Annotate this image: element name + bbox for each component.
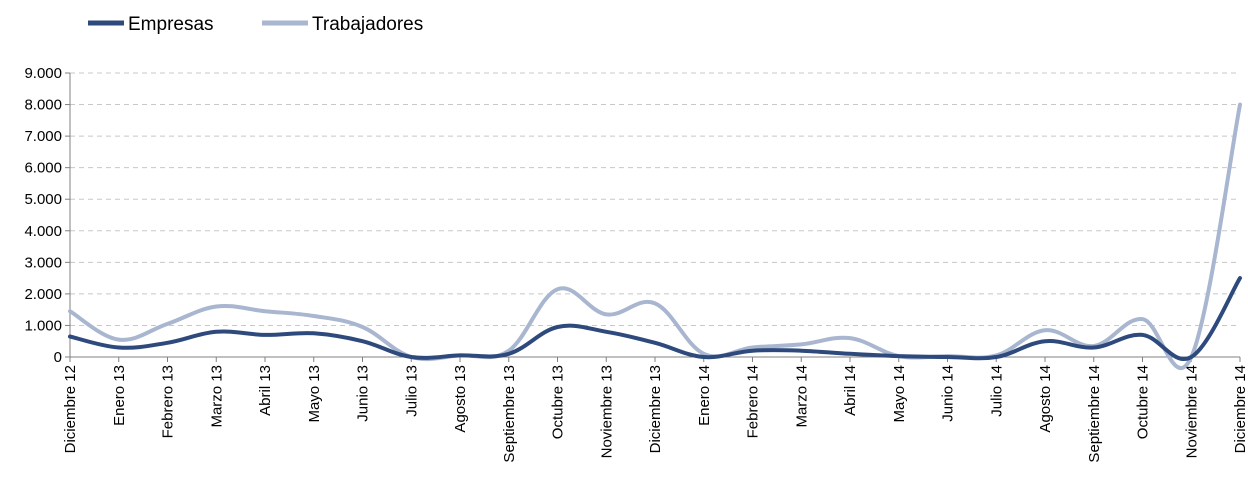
data-point-empresas bbox=[312, 331, 316, 335]
data-point-empresas bbox=[1141, 333, 1145, 337]
data-point-trabajadores bbox=[214, 305, 218, 309]
y-tick-label: 9.000 bbox=[24, 65, 62, 82]
data-point-trabajadores bbox=[312, 314, 316, 318]
data-point-trabajadores bbox=[604, 312, 608, 316]
x-tick-label: Noviembre 13 bbox=[598, 365, 615, 458]
x-tick-label: Abril 14 bbox=[842, 365, 859, 416]
y-tick-label: 5.000 bbox=[24, 191, 62, 208]
data-point-empresas bbox=[214, 330, 218, 334]
x-tick-label: Noviembre 14 bbox=[1183, 365, 1200, 458]
data-point-empresas bbox=[897, 354, 901, 358]
data-point-trabajadores bbox=[117, 338, 121, 342]
x-tick-label: Octubre 13 bbox=[550, 365, 567, 439]
series-line-empresas bbox=[68, 276, 1242, 361]
x-tick-label: Octubre 14 bbox=[1135, 365, 1152, 439]
data-point-trabajadores bbox=[361, 325, 365, 329]
data-point-empresas bbox=[604, 330, 608, 334]
data-point-empresas bbox=[1043, 339, 1047, 343]
x-tick-label: Diciembre 13 bbox=[647, 365, 664, 453]
y-tick-label: 0 bbox=[54, 349, 62, 366]
series-lines bbox=[68, 102, 1242, 370]
data-point-empresas bbox=[507, 352, 511, 356]
data-point-empresas bbox=[166, 341, 170, 345]
legend: Empresas Trabajadores bbox=[88, 14, 423, 35]
x-tick-label: Mayo 13 bbox=[306, 365, 323, 423]
data-point-trabajadores bbox=[1141, 317, 1145, 321]
data-point-empresas bbox=[848, 352, 852, 356]
data-point-empresas bbox=[702, 355, 706, 359]
x-tick-label: Agosto 13 bbox=[452, 365, 469, 433]
data-point-empresas bbox=[946, 355, 950, 359]
x-tick-label: Febrero 13 bbox=[160, 365, 177, 438]
x-tick-label: Marzo 14 bbox=[793, 365, 810, 428]
y-tick-label: 7.000 bbox=[24, 128, 62, 145]
axes bbox=[65, 72, 1241, 362]
y-tick-label: 4.000 bbox=[24, 223, 62, 240]
data-point-empresas bbox=[1092, 346, 1096, 350]
data-point-empresas bbox=[994, 355, 998, 359]
x-tick-label: Agosto 14 bbox=[1037, 365, 1054, 433]
data-point-trabajadores bbox=[653, 301, 657, 305]
x-tick-label: Julio 13 bbox=[403, 365, 420, 417]
data-point-trabajadores bbox=[556, 287, 560, 291]
legend-label-empresas: Empresas bbox=[128, 14, 214, 35]
x-tick-label: Septiembre 13 bbox=[501, 365, 518, 463]
x-tick-label: Febrero 14 bbox=[745, 365, 762, 438]
x-tick-label: Junio 14 bbox=[940, 365, 957, 422]
data-point-trabajadores bbox=[1043, 328, 1047, 332]
x-tick-label: Diciembre 14 bbox=[1232, 365, 1248, 453]
data-point-trabajadores bbox=[166, 322, 170, 326]
y-tick-label: 8.000 bbox=[24, 97, 62, 114]
legend-label-trabajadores: Trabajadores bbox=[312, 14, 423, 35]
x-tick-label: Diciembre 12 bbox=[62, 365, 79, 453]
data-point-empresas bbox=[556, 325, 560, 329]
x-tick-label: Marzo 13 bbox=[208, 365, 225, 428]
legend-item-trabajadores: Trabajadores bbox=[262, 14, 423, 35]
y-tick-label: 3.000 bbox=[24, 254, 62, 271]
x-tick-label: Julio 14 bbox=[988, 365, 1005, 417]
data-point-trabajadores bbox=[1238, 103, 1242, 107]
data-point-empresas bbox=[68, 335, 72, 339]
y-tick-label: 2.000 bbox=[24, 286, 62, 303]
data-point-empresas bbox=[409, 355, 413, 359]
x-tick-label: Enero 13 bbox=[111, 365, 128, 426]
data-point-empresas bbox=[117, 346, 121, 350]
data-point-empresas bbox=[361, 339, 365, 343]
gridlines bbox=[70, 72, 1240, 326]
x-tick-label: Septiembre 14 bbox=[1086, 365, 1103, 463]
data-point-trabajadores bbox=[263, 309, 267, 313]
data-point-empresas bbox=[1189, 355, 1193, 359]
x-tick-label: Abril 13 bbox=[257, 365, 274, 416]
legend-item-empresas: Empresas bbox=[88, 14, 214, 35]
data-point-empresas bbox=[458, 353, 462, 357]
x-tick-label: Junio 13 bbox=[355, 365, 372, 422]
data-point-trabajadores bbox=[799, 342, 803, 346]
x-tick-label: Enero 14 bbox=[696, 365, 713, 426]
data-point-empresas bbox=[653, 341, 657, 345]
tick-labels: 0 1.000 2.000 3.000 4.000 5.000 6.000 7.000 8.00… bbox=[24, 65, 1248, 463]
data-point-empresas bbox=[751, 349, 755, 353]
data-point-trabajadores bbox=[68, 309, 72, 313]
x-tick-label: Mayo 14 bbox=[891, 365, 908, 423]
data-point-empresas bbox=[1238, 276, 1242, 280]
data-point-trabajadores bbox=[848, 336, 852, 340]
y-tick-label: 1.000 bbox=[24, 317, 62, 334]
data-point-empresas bbox=[263, 333, 267, 337]
y-tick-label: 6.000 bbox=[24, 160, 62, 177]
series-line-trabajadores bbox=[68, 102, 1242, 370]
data-point-empresas bbox=[799, 349, 803, 353]
